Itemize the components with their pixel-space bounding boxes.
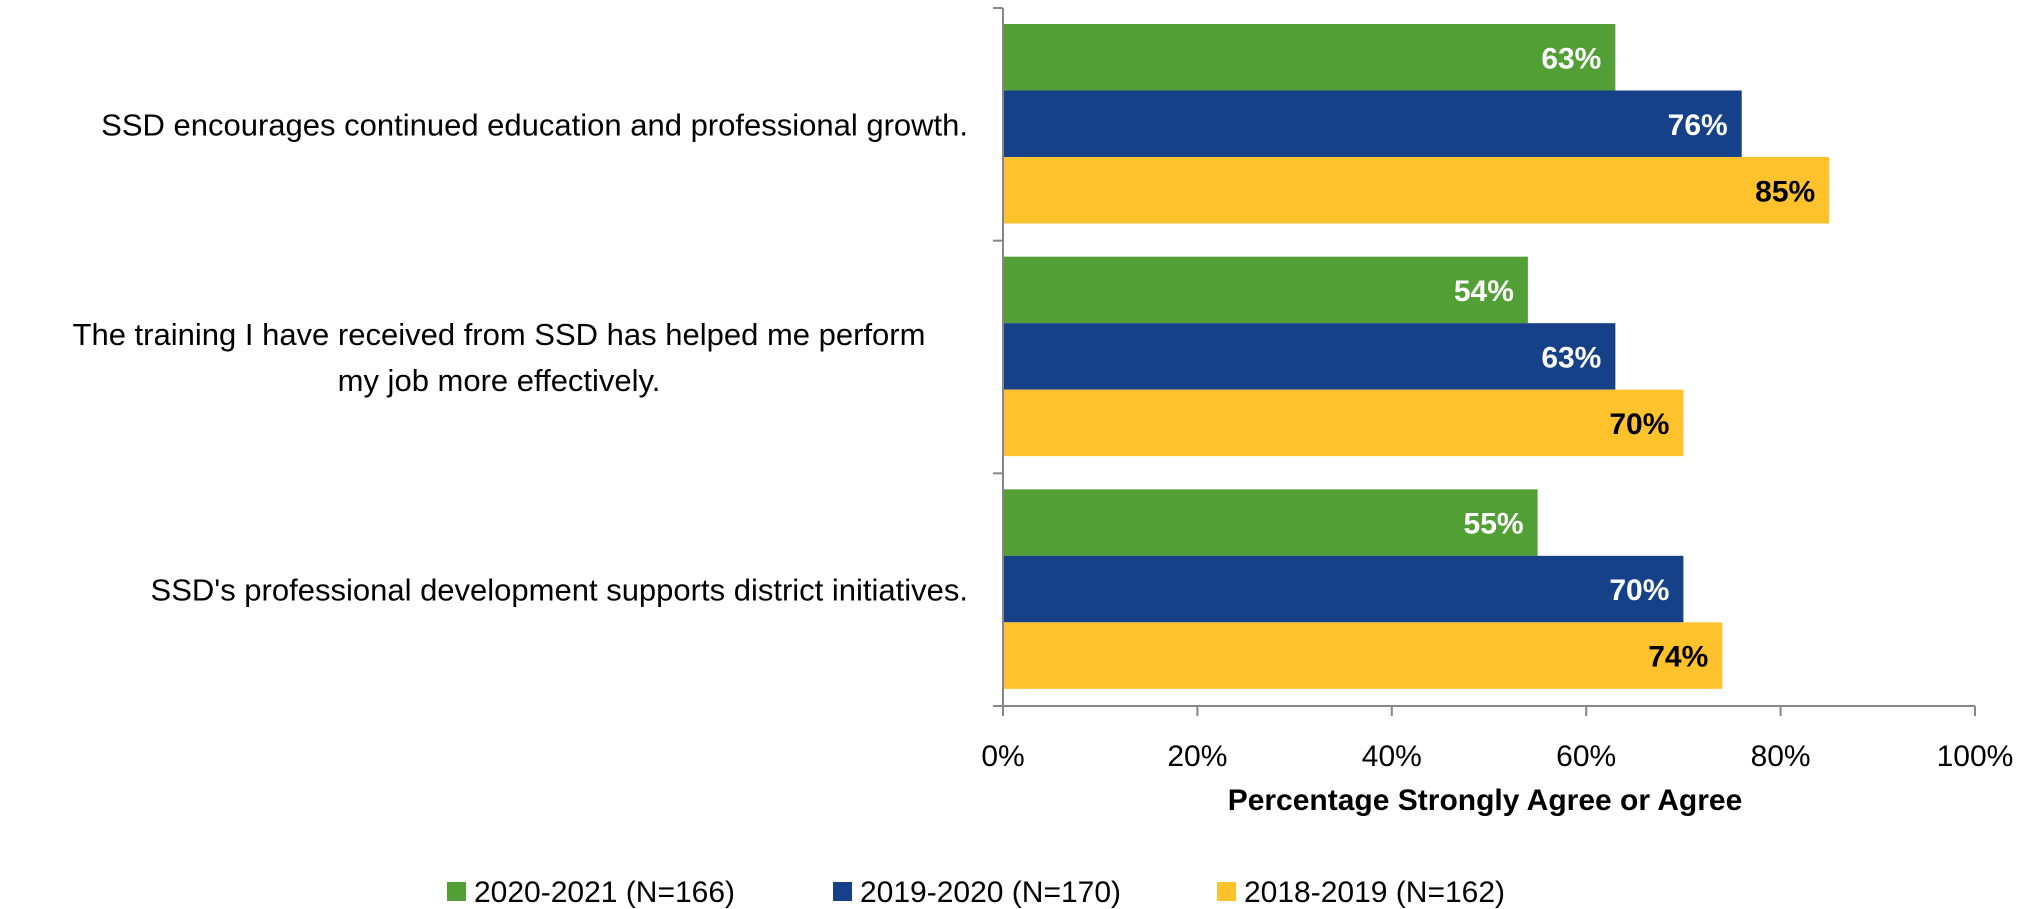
x-tick-label-0: 0%	[981, 740, 1024, 773]
bar-series2-cat1	[1003, 389, 1684, 457]
data-label-series1-cat0: 76%	[1668, 109, 1728, 142]
legend-swatch-1	[833, 882, 852, 901]
x-axis-title: Percentage Strongly Agree or Agree	[1228, 784, 1743, 817]
bars-layer	[1003, 24, 1830, 689]
bar-series1-cat1	[1003, 323, 1616, 390]
x-tick-label-1: 20%	[1167, 740, 1227, 773]
bar-series1-cat2	[1003, 555, 1684, 623]
data-label-series2-cat1: 70%	[1609, 408, 1669, 441]
x-tick-label-5: 100%	[1937, 740, 2014, 773]
bar-series1-cat0	[1003, 90, 1742, 157]
bar-series2-cat2	[1003, 622, 1723, 689]
legend-swatch-2	[1217, 882, 1236, 901]
bar-series0-cat2	[1003, 489, 1538, 556]
bar-series0-cat0	[1003, 24, 1616, 91]
bar-series2-cat0	[1003, 157, 1830, 224]
category-label-2-line0: SSD's professional development supports …	[151, 573, 968, 608]
data-label-series0-cat2: 55%	[1464, 508, 1524, 541]
legend-swatch-0	[447, 882, 466, 901]
category-label-0-line0: SSD encourages continued education and p…	[101, 107, 968, 142]
bar-series0-cat1	[1003, 256, 1528, 324]
data-label-series2-cat2: 74%	[1648, 641, 1708, 674]
legend-label-1: 2019-2020 (N=170)	[860, 876, 1121, 909]
legend: 2020-2021 (N=166) 2019-2020 (N=170) 2018-2…	[447, 876, 1505, 909]
legend-label-2: 2018-2019 (N=162)	[1244, 876, 1505, 909]
category-label-1-line0: The training I have received from SSD ha…	[73, 317, 926, 352]
data-label-series1-cat1: 63%	[1541, 341, 1601, 374]
x-tick-label-2: 40%	[1362, 740, 1422, 773]
x-tick-label-3: 60%	[1556, 740, 1616, 773]
category-label-1-line1: my job more effectively.	[338, 363, 661, 398]
data-label-series1-cat2: 70%	[1609, 574, 1669, 607]
data-label-series0-cat1: 54%	[1454, 275, 1514, 308]
x-tick-label-4: 80%	[1751, 740, 1811, 773]
data-label-series0-cat0: 63%	[1541, 42, 1601, 75]
labels-layer: 63% 76% 85% SSD encourages continued educat…	[73, 42, 2014, 773]
data-label-series2-cat0: 85%	[1755, 175, 1815, 208]
legend-label-0: 2020-2021 (N=166)	[474, 876, 735, 909]
axes-layer	[993, 7, 1976, 716]
